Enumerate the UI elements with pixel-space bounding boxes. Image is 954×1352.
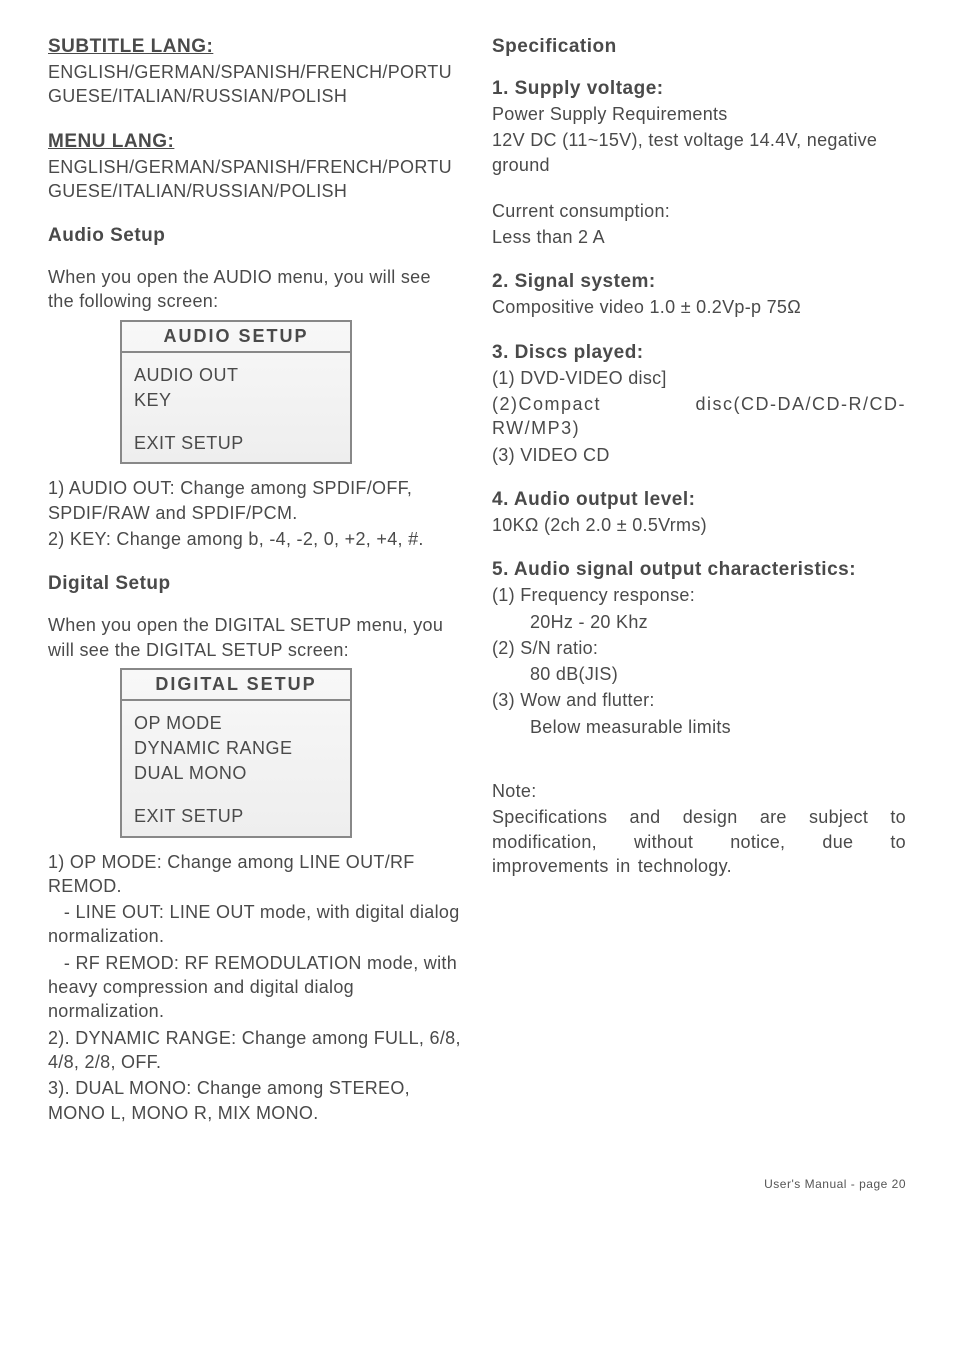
audio-sig-line-2: (2) S/N ratio: xyxy=(492,636,906,660)
digital-menu-title: DIGITAL SETUP xyxy=(122,670,350,701)
audio-out-heading: 4. Audio output level: xyxy=(492,489,906,511)
digital-body-1: 1) OP MODE: Change among LINE OUT/RF REM… xyxy=(48,850,462,899)
audio-menu-line: AUDIO OUT xyxy=(134,363,338,388)
audio-sig-line-3b: Below measurable limits xyxy=(492,715,906,739)
digital-body-2: - LINE OUT: LINE OUT mode, with digital … xyxy=(48,900,462,949)
discs-line-2: (2)Compact disc(CD-DA/CD-R/CD-RW/MP3) xyxy=(492,392,906,441)
two-column-layout: SUBTITLE LANG: ENGLISH/GERMAN/SPANISH/FR… xyxy=(48,36,906,1147)
page-footer: User's Manual - page 20 xyxy=(48,1177,906,1191)
supply-line-1: Power Supply Requirements xyxy=(492,102,906,126)
supply-heading: 1. Supply voltage: xyxy=(492,78,906,100)
digital-menu-body: OP MODE DYNAMIC RANGE DUAL MONO EXIT SET… xyxy=(122,701,350,836)
audio-menu-line: KEY xyxy=(134,388,338,413)
digital-body-3: - RF REMOD: RF REMODULATION mode, with h… xyxy=(48,951,462,1024)
audio-sig-line-1b: 20Hz - 20 Khz xyxy=(492,610,906,634)
discs-line-1: (1) DVD-VIDEO disc] xyxy=(492,366,906,390)
digital-menu-line: DYNAMIC RANGE xyxy=(134,736,338,761)
digital-menu-line: DUAL MONO xyxy=(134,761,338,786)
audio-setup-heading: Audio Setup xyxy=(48,225,462,247)
current-line-2: Less than 2 A xyxy=(492,225,906,249)
subtitle-lang-heading: SUBTITLE LANG: xyxy=(48,36,462,58)
audio-menu-title: AUDIO SETUP xyxy=(122,322,350,353)
digital-body-5: 3). DUAL MONO: Change among STEREO, MONO… xyxy=(48,1076,462,1125)
subtitle-lang-body: ENGLISH/GERMAN/SPANISH/FRENCH/PORTUGUESE… xyxy=(48,60,462,109)
current-line-1: Current consumption: xyxy=(492,199,906,223)
audio-menu-line: EXIT SETUP xyxy=(134,431,338,456)
digital-body-4: 2). DYNAMIC RANGE: Change among FULL, 6/… xyxy=(48,1026,462,1075)
audio-body-2: 2) KEY: Change among b, -4, -2, 0, +2, +… xyxy=(48,527,462,551)
audio-sig-heading: 5. Audio signal output characteristics: xyxy=(492,559,906,581)
signal-line-1: Compositive video 1.0 ± 0.2Vp-p 75Ω xyxy=(492,295,906,319)
digital-menu-line: EXIT SETUP xyxy=(134,804,338,829)
digital-setup-heading: Digital Setup xyxy=(48,573,462,595)
menu-lang-body: ENGLISH/GERMAN/SPANISH/FRENCH/PORTUGUESE… xyxy=(48,155,462,204)
left-column: SUBTITLE LANG: ENGLISH/GERMAN/SPANISH/FR… xyxy=(48,36,462,1147)
digital-setup-menu-box: DIGITAL SETUP OP MODE DYNAMIC RANGE DUAL… xyxy=(120,668,352,838)
audio-sig-line-1: (1) Frequency response: xyxy=(492,583,906,607)
audio-out-line-1: 10KΩ (2ch 2.0 ± 0.5Vrms) xyxy=(492,513,906,537)
audio-setup-intro: When you open the AUDIO menu, you will s… xyxy=(48,265,462,314)
discs-heading: 3. Discs played: xyxy=(492,342,906,364)
note-heading: Note: xyxy=(492,779,906,803)
digital-menu-line: OP MODE xyxy=(134,711,338,736)
discs-line-3: (3) VIDEO CD xyxy=(492,443,906,467)
audio-sig-line-3: (3) Wow and flutter: xyxy=(492,688,906,712)
menu-lang-heading: MENU LANG: xyxy=(48,131,462,153)
digital-setup-intro: When you open the DIGITAL SETUP menu, yo… xyxy=(48,613,462,662)
page-container: SUBTITLE LANG: ENGLISH/GERMAN/SPANISH/FR… xyxy=(0,0,954,1211)
supply-line-2: 12V DC (11~15V), test voltage 14.4V, neg… xyxy=(492,128,906,177)
note-body: Specifications and design are subject to… xyxy=(492,805,906,878)
right-column: Specification 1. Supply voltage: Power S… xyxy=(492,36,906,1147)
spec-heading: Specification xyxy=(492,36,906,58)
audio-menu-body: AUDIO OUT KEY EXIT SETUP xyxy=(122,353,350,463)
signal-heading: 2. Signal system: xyxy=(492,271,906,293)
audio-body-1: 1) AUDIO OUT: Change among SPDIF/OFF, SP… xyxy=(48,476,462,525)
audio-setup-menu-box: AUDIO SETUP AUDIO OUT KEY EXIT SETUP xyxy=(120,320,352,465)
audio-sig-line-2b: 80 dB(JIS) xyxy=(492,662,906,686)
